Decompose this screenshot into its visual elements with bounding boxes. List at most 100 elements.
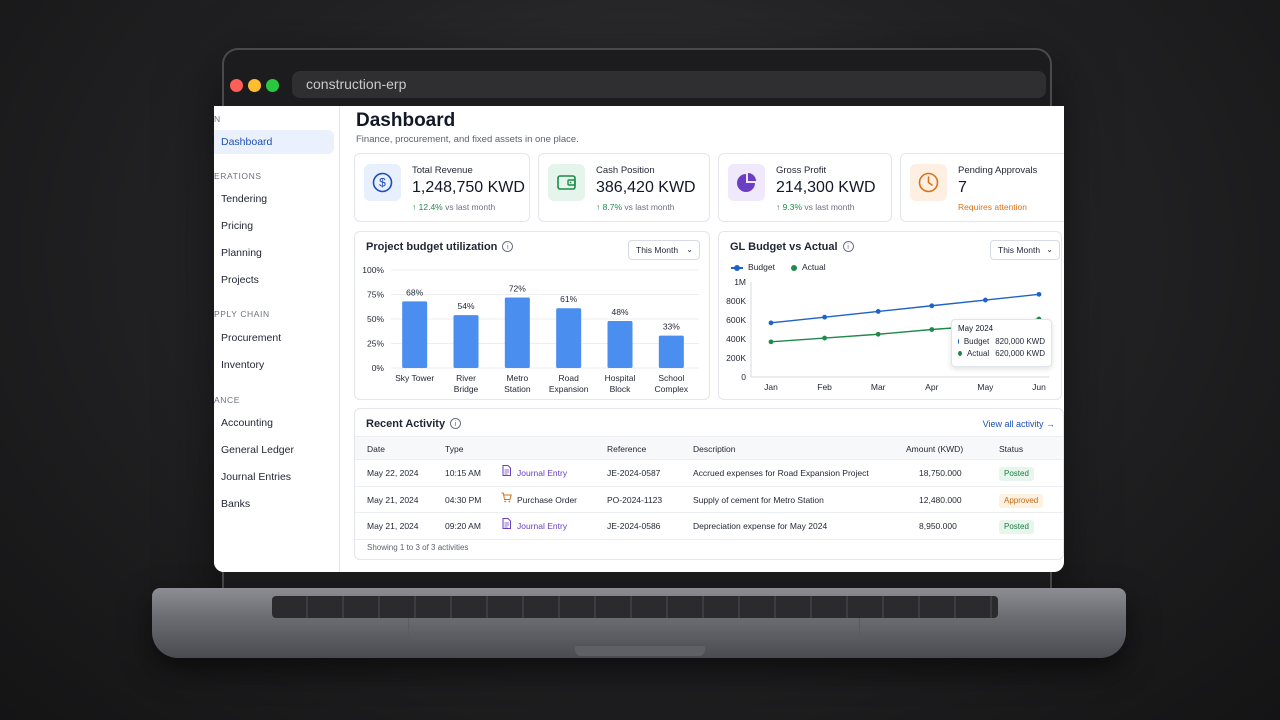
y-tick-label: 800K	[726, 296, 746, 306]
chevron-down-icon: ⌄	[686, 245, 693, 254]
row-description: Supply of cement for Metro Station	[693, 494, 824, 505]
kpi-delta-note: vs last month	[445, 202, 496, 212]
x-tick-label: Jun	[1032, 382, 1046, 392]
dollar-icon: $	[364, 164, 401, 201]
data-point	[875, 331, 881, 337]
sidebar-item-banks[interactable]: Banks	[221, 498, 251, 510]
table-row[interactable]: May 22, 2024 10:15 AM Journal Entry JE-2…	[355, 460, 1063, 487]
table-footer: Showing 1 to 3 of 3 activities	[367, 543, 469, 552]
column-header-date[interactable]: Date	[367, 444, 385, 454]
minimize-window-button[interactable]	[248, 78, 261, 92]
y-tick-label: 400K	[726, 334, 746, 344]
y-tick-label: 0	[741, 372, 746, 382]
legend-item-budget[interactable]: Budget	[731, 262, 775, 272]
address-bar[interactable]: construction-erp	[292, 71, 1046, 98]
info-icon[interactable]: i	[842, 241, 854, 252]
column-header-reference[interactable]: Reference	[607, 444, 647, 454]
close-window-button[interactable]	[230, 78, 243, 92]
legend-item-actual[interactable]: Actual	[790, 262, 826, 272]
card-title: GL Budget vs Actual i	[730, 241, 854, 253]
x-tick-label: River	[456, 373, 476, 383]
y-tick-label: 50%	[367, 314, 384, 324]
data-point	[929, 303, 935, 309]
window-titlebar	[222, 64, 1052, 106]
info-icon[interactable]: i	[502, 241, 514, 252]
row-date: May 21, 2024	[367, 494, 419, 505]
bar	[402, 301, 428, 368]
sidebar-item-planning[interactable]: Planning	[221, 247, 262, 259]
sidebar-item-accounting[interactable]: Accounting	[221, 417, 273, 429]
period-select[interactable]: This Month ⌄	[990, 240, 1060, 260]
row-date: May 21, 2024	[367, 521, 419, 531]
arrow-up-icon: ↑	[776, 202, 783, 212]
sidebar-item-projects[interactable]: Projects	[221, 274, 259, 286]
data-label: 72%	[509, 283, 526, 293]
y-tick-label: 75%	[367, 290, 384, 300]
data-point	[875, 309, 881, 314]
page-title: Dashboard	[356, 110, 456, 131]
info-icon[interactable]: i	[450, 418, 462, 429]
kpi-label: Gross Profit	[776, 165, 827, 176]
tooltip-title: May 2024	[958, 324, 994, 333]
kpi-delta-note: vs last month	[804, 202, 855, 212]
column-header-description[interactable]: Description	[693, 444, 736, 454]
y-tick-label: 100%	[362, 265, 384, 275]
data-label: 54%	[457, 301, 474, 311]
table-header: Date Type Reference Description Amount (…	[355, 436, 1063, 460]
x-tick-label: Apr	[925, 382, 938, 392]
sidebar-section-operations: ERATIONS	[214, 171, 262, 181]
row-date: May 22, 2024	[367, 468, 419, 478]
kpi-value: 1,248,750 KWD	[412, 179, 525, 196]
kpi-delta: ↑ 12.4% vs last month	[412, 202, 495, 212]
x-tick-label: May	[977, 382, 994, 392]
row-type: Journal Entry	[501, 460, 567, 486]
sidebar-item-journal-entries[interactable]: Journal Entries	[221, 471, 292, 483]
table-row[interactable]: May 21, 2024 09:20 AM Journal Entry JE-2…	[355, 513, 1063, 540]
kpi-value: 386,420 KWD	[596, 179, 696, 196]
column-header-amount[interactable]: Amount (KWD)	[906, 444, 964, 454]
row-reference: JE-2024-0586	[607, 521, 661, 531]
kpi-card-gross-profit[interactable]: Gross Profit 214,300 KWD ↑ 9.3% vs last …	[718, 153, 892, 222]
kpi-card-pending-approvals[interactable]: Pending Approvals 7 Requires attention	[900, 153, 1064, 222]
x-tick-label: Sky Tower	[395, 373, 434, 383]
column-header-type[interactable]: Type	[445, 444, 464, 454]
row-description: Accrued expenses for Road Expansion Proj…	[693, 468, 869, 478]
column-header-status[interactable]: Status	[999, 444, 1024, 454]
laptop-keyboard	[272, 596, 998, 618]
row-amount: 8,950.000	[919, 521, 957, 531]
kpi-delta: ↑ 8.7% vs last month	[596, 202, 674, 212]
gl-budget-card: GL Budget vs Actual i This Month ⌄ Budget …	[718, 231, 1062, 400]
period-select[interactable]: This Month ⌄	[628, 240, 700, 260]
main-content: Dashboard Finance, procurement, and fixe…	[340, 106, 1064, 572]
kpi-delta-value: 8.7%	[602, 202, 622, 212]
sidebar-section-supply-chain: PPLY CHAIN	[214, 309, 270, 319]
recent-activity-card: Recent Activity i View all activity → Dat…	[354, 408, 1064, 560]
sidebar-item-dashboard[interactable]: Dashboard	[214, 130, 334, 154]
kpi-card-total-revenue[interactable]: $ Total Revenue 1,248,750 KWD ↑ 12.4% vs…	[354, 153, 530, 222]
maximize-window-button[interactable]	[266, 78, 279, 92]
sidebar-section-finance: ANCE	[214, 395, 241, 405]
sidebar-item-procurement[interactable]: Procurement	[221, 332, 282, 344]
kpi-card-cash-position[interactable]: Cash Position 386,420 KWD ↑ 8.7% vs last…	[538, 153, 710, 222]
clock-icon	[910, 164, 947, 201]
arrow-up-icon: ↑	[412, 202, 419, 212]
sidebar-item-pricing[interactable]: Pricing	[221, 220, 254, 232]
app-screen: N Dashboard ERATIONS Tendering Pricing P…	[214, 106, 1064, 572]
kpi-delta: ↑ 9.3% vs last month	[776, 202, 854, 212]
sidebar-item-inventory[interactable]: Inventory	[221, 359, 265, 371]
document-icon	[501, 460, 511, 486]
y-tick-label: 600K	[726, 315, 746, 325]
sidebar-item-general-ledger[interactable]: General Ledger	[221, 444, 294, 456]
x-tick-label: Road	[559, 373, 580, 383]
x-tick-label: Metro	[506, 373, 528, 383]
sidebar-item-tendering[interactable]: Tendering	[221, 193, 268, 205]
row-time: 04:30 PM	[445, 494, 482, 505]
x-tick-label: Hospital	[605, 373, 636, 383]
kpi-value: 7	[958, 179, 967, 196]
x-tick-label: Station	[504, 384, 531, 394]
view-all-activity-link[interactable]: View all activity →	[982, 419, 1055, 429]
kpi-delta-value: 9.3%	[782, 202, 802, 212]
row-description: Depreciation expense for May 2024	[693, 521, 828, 531]
table-row[interactable]: May 21, 2024 04:30 PM Purchase Order PO-…	[355, 487, 1063, 513]
data-point	[1036, 291, 1042, 297]
